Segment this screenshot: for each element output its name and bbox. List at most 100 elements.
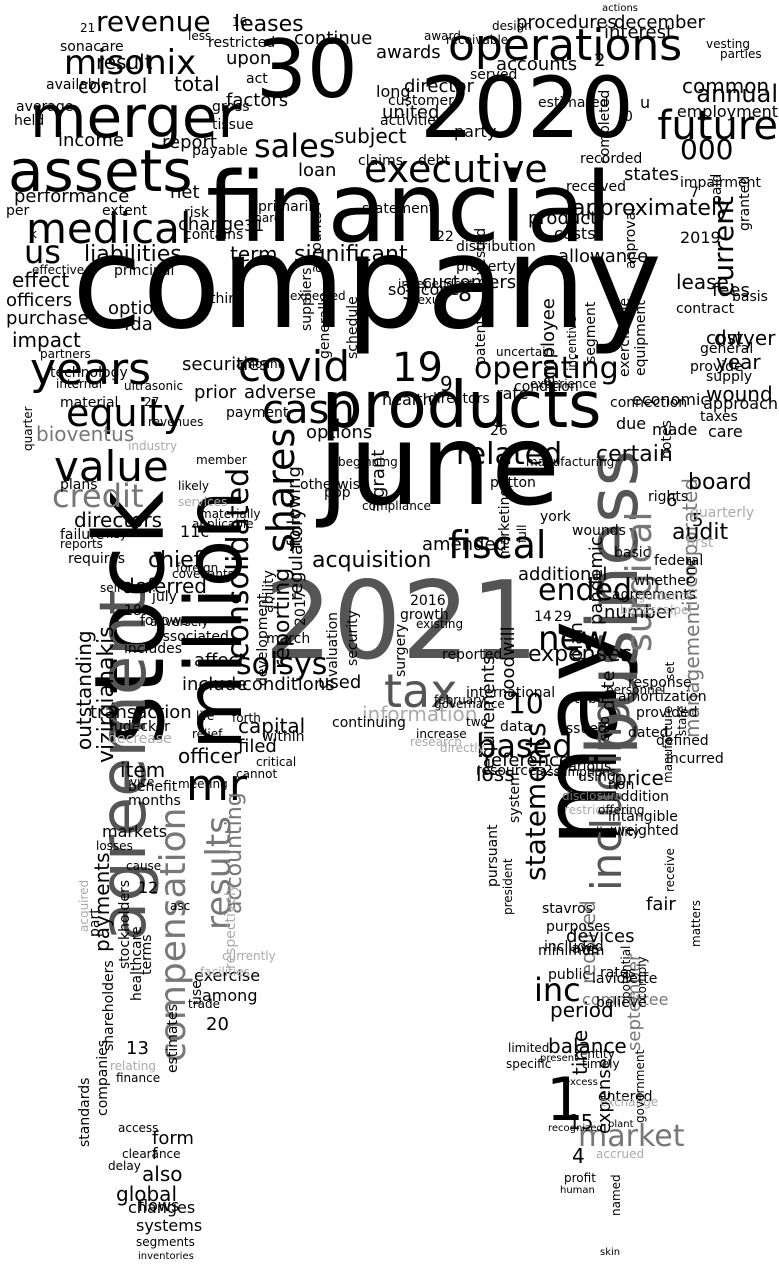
cloud-word: misonix — [64, 43, 197, 83]
cloud-word: critical — [256, 755, 297, 769]
cloud-word: tax — [384, 664, 458, 718]
cloud-word: recorded — [580, 151, 643, 167]
cloud-word: equity — [66, 391, 186, 435]
cloud-word: pursuant — [485, 824, 501, 887]
cloud-word: available — [46, 77, 110, 93]
cloud-word: used — [318, 672, 362, 693]
cloud-word: 21 — [80, 21, 96, 35]
cloud-word: 15 — [568, 1110, 594, 1134]
cloud-word: served — [470, 67, 518, 83]
cloud-word: shareholders — [101, 960, 117, 1051]
cloud-word: distribution — [456, 239, 536, 255]
cloud-word: claims — [358, 153, 403, 169]
cloud-word: system — [507, 772, 523, 823]
cloud-word: march — [266, 631, 311, 647]
cloud-word: wound — [706, 382, 773, 406]
cloud-word: equipment — [633, 300, 649, 376]
cloud-word: estimated — [538, 95, 609, 111]
cloud-word: 2020 — [420, 59, 634, 157]
cloud-word: president — [501, 858, 515, 915]
cloud-word: exchange — [600, 1095, 659, 1109]
cloud-word: 27 — [144, 395, 160, 409]
cloud-word: expenses — [528, 642, 633, 667]
cloud-word: liabilities — [84, 242, 182, 267]
cloud-word: july — [152, 589, 177, 605]
cloud-word: adverse — [244, 382, 317, 403]
cloud-word: transaction — [90, 702, 192, 723]
cloud-word: cannot — [236, 767, 278, 781]
cloud-word: incurred — [666, 751, 724, 767]
cloud-word: ppp — [324, 485, 351, 501]
cloud-word: months — [128, 793, 181, 809]
cloud-word: control — [78, 74, 148, 98]
cloud-word: share — [248, 211, 282, 225]
cloud-word: clearance — [122, 1147, 181, 1161]
cloud-word: entered — [598, 1089, 653, 1105]
cloud-word: forth — [232, 711, 261, 725]
cloud-word: nexus — [410, 293, 446, 307]
cloud-word: intangible — [608, 809, 678, 825]
cloud-word: exercisable — [617, 297, 633, 377]
cloud-word: filed — [238, 736, 277, 757]
cloud-word: impairment — [680, 175, 762, 191]
cloud-word: held — [14, 113, 45, 129]
cloud-word: patents — [473, 311, 489, 365]
cloud-word: directly — [440, 741, 485, 755]
cloud-word: taxes — [700, 409, 738, 425]
cloud-word: payments — [90, 852, 114, 952]
cloud-word: recognized — [548, 1123, 603, 1134]
cloud-word: products — [322, 369, 602, 443]
cloud-word: security — [345, 610, 361, 666]
cloud-word: plans — [60, 477, 98, 493]
cloud-word: acquired — [77, 879, 91, 932]
cloud-word: limited — [508, 1041, 550, 1055]
cloud-word: losses — [96, 839, 133, 853]
cloud-word: operations — [448, 20, 683, 71]
cloud-word: response — [628, 675, 692, 691]
cloud-word: effect — [12, 268, 70, 292]
cloud-word: member — [196, 453, 247, 467]
cloud-word: amortization — [618, 689, 707, 705]
cloud-word: affect — [194, 650, 246, 671]
cloud-word: credit — [52, 477, 144, 515]
cloud-word: award — [424, 29, 461, 43]
cloud-word: payment — [226, 405, 289, 421]
cloud-word: issued — [562, 721, 607, 737]
cloud-word: customers — [422, 272, 517, 293]
cloud-word: using — [578, 769, 616, 785]
cloud-word: information — [362, 702, 478, 726]
cloud-word: effective — [32, 263, 85, 277]
cloud-word: risk — [184, 205, 210, 221]
cloud-word: relating — [110, 1059, 157, 1073]
cloud-word: 0 — [624, 109, 633, 125]
cloud-word: defined — [656, 733, 709, 749]
cloud-word: f — [152, 1144, 158, 1163]
cloud-word: included — [544, 939, 604, 955]
cloud-word: quarter — [21, 406, 35, 451]
cloud-word: rate — [496, 384, 529, 403]
cloud-word: new — [538, 619, 609, 659]
cloud-word: benefit — [128, 779, 178, 795]
cloud-word: specific — [506, 1057, 552, 1071]
cloud-word: entity — [580, 1047, 615, 1061]
cloud-word: beginning — [338, 455, 398, 469]
cloud-word: long — [376, 82, 411, 101]
cloud-word: assets — [8, 137, 193, 205]
cloud-word: act — [246, 71, 268, 87]
cloud-word: finance — [116, 1071, 161, 1085]
cloud-word: purchase — [6, 308, 89, 329]
cloud-word: health — [382, 390, 433, 409]
cloud-word: merger — [30, 83, 242, 151]
cloud-word: plant — [608, 1119, 634, 1130]
cloud-word: one — [683, 557, 699, 584]
cloud-word: follows — [140, 613, 189, 629]
cloud-word: us — [24, 233, 61, 271]
cloud-word: 29 — [554, 609, 572, 625]
cloud-word: fair — [646, 894, 676, 915]
cloud-word: statements — [519, 722, 552, 881]
cloud-word: covenants — [172, 567, 234, 581]
cloud-word: options — [306, 422, 373, 443]
cloud-word: relief — [192, 727, 223, 741]
cloud-word: mr — [186, 760, 247, 811]
cloud-word: set — [663, 661, 677, 680]
